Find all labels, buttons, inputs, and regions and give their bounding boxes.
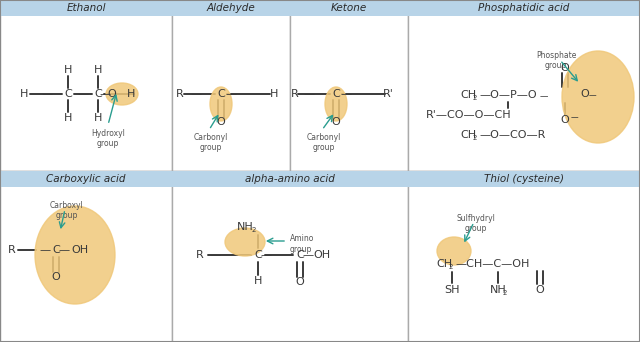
Text: Ethanol: Ethanol — [67, 3, 106, 13]
Text: H: H — [127, 89, 135, 99]
Text: O: O — [580, 89, 589, 99]
Ellipse shape — [562, 51, 634, 143]
Text: NH: NH — [237, 222, 253, 232]
Text: OH: OH — [72, 245, 88, 255]
Text: Phosphatidic acid: Phosphatidic acid — [478, 3, 570, 13]
Ellipse shape — [225, 228, 265, 256]
Text: —CH—C—OH: —CH—C—OH — [455, 259, 529, 269]
Text: H: H — [254, 276, 262, 286]
Text: —O—CO—R: —O—CO—R — [479, 130, 545, 140]
Text: NH: NH — [490, 285, 507, 295]
Text: 2: 2 — [252, 227, 257, 233]
Text: Thiol (cysteine): Thiol (cysteine) — [484, 174, 564, 184]
Text: R: R — [196, 250, 204, 260]
Text: O: O — [561, 115, 570, 125]
Ellipse shape — [325, 87, 347, 121]
Text: —: — — [540, 92, 548, 102]
Text: —: — — [40, 245, 51, 255]
Text: —: — — [303, 89, 315, 99]
Text: H: H — [20, 89, 28, 99]
Text: O: O — [536, 285, 545, 295]
Ellipse shape — [437, 237, 471, 265]
Text: —: — — [99, 89, 111, 99]
Text: CH: CH — [460, 130, 476, 140]
Text: Phosphate
group: Phosphate group — [536, 51, 576, 70]
Text: SH: SH — [444, 285, 460, 295]
Text: 2: 2 — [473, 95, 477, 101]
Bar — [290, 0, 408, 171]
Text: O: O — [108, 89, 116, 99]
Text: Carboxyl
group: Carboxyl group — [50, 201, 84, 220]
Text: C: C — [64, 89, 72, 99]
Text: H: H — [64, 65, 72, 75]
Bar — [0, 0, 172, 16]
Text: —: — — [303, 250, 314, 260]
Text: R: R — [291, 89, 299, 99]
Text: C: C — [94, 89, 102, 99]
Text: Carboxylic acid: Carboxylic acid — [46, 174, 125, 184]
Text: —: — — [340, 89, 351, 99]
Text: O: O — [296, 277, 305, 287]
Bar — [172, 171, 408, 187]
Text: Carbonyl
group: Carbonyl group — [194, 133, 228, 153]
Text: 2: 2 — [503, 290, 508, 296]
Text: H: H — [64, 113, 72, 123]
Text: O: O — [52, 272, 60, 282]
Text: —: — — [589, 92, 596, 101]
Text: —: — — [191, 89, 202, 99]
Text: C: C — [332, 89, 340, 99]
Ellipse shape — [35, 206, 115, 304]
Bar — [408, 0, 640, 171]
Bar — [0, 171, 172, 187]
Bar — [172, 0, 290, 16]
Bar — [290, 0, 408, 16]
Ellipse shape — [210, 87, 232, 121]
Text: CH: CH — [460, 90, 476, 100]
Text: C: C — [296, 250, 304, 260]
Text: alpha-amino acid: alpha-amino acid — [245, 174, 335, 184]
Text: O: O — [332, 117, 340, 127]
Text: H: H — [270, 89, 278, 99]
Text: —O—P—O: —O—P—O — [479, 90, 536, 100]
Ellipse shape — [106, 83, 138, 105]
Text: Aldehyde: Aldehyde — [207, 3, 255, 13]
Bar — [408, 171, 640, 187]
Text: —: — — [225, 89, 237, 99]
Text: CH: CH — [436, 259, 452, 269]
Text: —: — — [209, 250, 221, 260]
Text: Hydroxyl
group: Hydroxyl group — [91, 129, 125, 148]
Text: H: H — [94, 65, 102, 75]
Text: C: C — [254, 250, 262, 260]
Text: R: R — [176, 89, 184, 99]
Text: 2: 2 — [473, 135, 477, 141]
Text: Sulfhydryl
group: Sulfhydryl group — [456, 214, 495, 233]
Text: H: H — [94, 113, 102, 123]
Text: —: — — [260, 250, 271, 260]
Bar — [172, 171, 408, 342]
Bar — [0, 0, 172, 171]
Bar — [408, 171, 640, 342]
Text: —: — — [58, 245, 70, 255]
Text: O: O — [561, 63, 570, 73]
Text: C: C — [52, 245, 60, 255]
Text: OH: OH — [314, 250, 331, 260]
Text: —: — — [571, 114, 579, 122]
Text: Carbonyl
group: Carbonyl group — [307, 133, 341, 153]
Text: 2: 2 — [449, 264, 453, 270]
Bar — [0, 171, 172, 342]
Text: R: R — [8, 245, 16, 255]
Text: C: C — [217, 89, 225, 99]
Bar — [172, 0, 290, 171]
Text: —: — — [42, 89, 52, 99]
Text: O: O — [216, 117, 225, 127]
Text: R'—CO—O—CH: R'—CO—O—CH — [426, 110, 511, 120]
Text: Ketone: Ketone — [331, 3, 367, 13]
Text: —: — — [77, 89, 88, 99]
Text: R': R' — [383, 89, 394, 99]
Bar — [408, 0, 640, 16]
Text: Amino
group: Amino group — [290, 234, 314, 254]
